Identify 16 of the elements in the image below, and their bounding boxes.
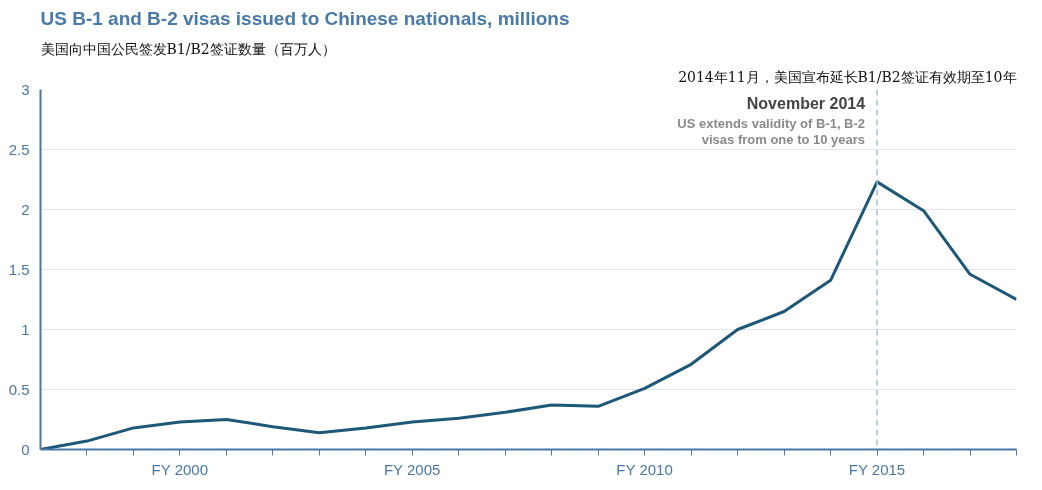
text: 2014年11月，美国宣布延长B1/B2签证有效期至10年: [678, 68, 1017, 85]
x-tick-label: FY 2015: [848, 460, 906, 478]
x-tick-label: FY 2000: [151, 460, 209, 478]
ref-line-label: November 2014: [746, 94, 866, 112]
y-tick-label: 3: [21, 80, 30, 98]
y-tick-label: 2: [21, 200, 30, 218]
y-tick-label: 0.5: [8, 380, 30, 398]
y-tick-label: 1.5: [8, 260, 30, 278]
y-tick-label: 0: [21, 440, 30, 458]
y-tick-label: 1: [21, 320, 30, 338]
annotation: US extends validity of B-1, B-2 visas from one to 10 years: [677, 115, 866, 147]
x-tick-label: FY 2010: [616, 460, 673, 478]
x-tick-label: FY 2005: [383, 460, 441, 478]
y-tick-label: 2.5: [8, 140, 30, 158]
chart-title: US B-1 and B-2 visas issued to Chinese nationals, millions: [40, 7, 570, 29]
chart-subtitle: 美国向中国公民签发B1/B2签证数量（百万人）: [40, 40, 336, 57]
